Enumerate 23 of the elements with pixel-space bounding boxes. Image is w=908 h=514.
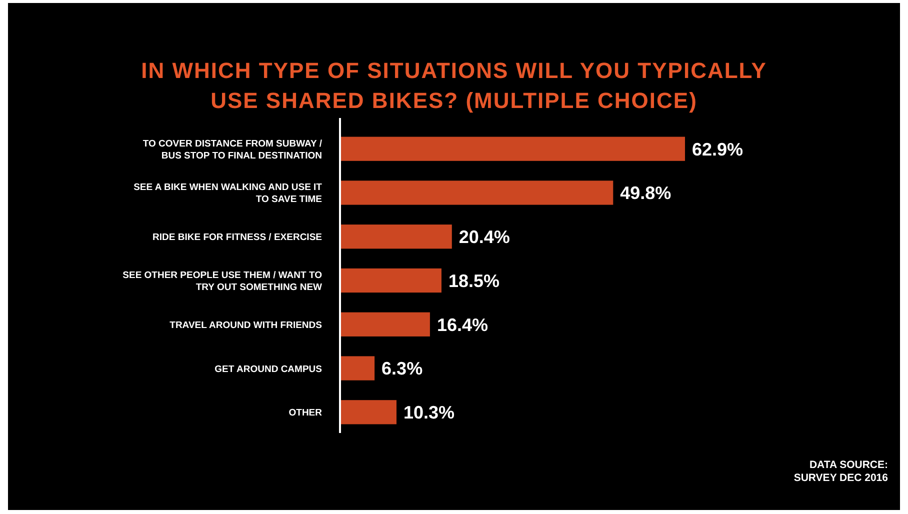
y-tick-label: GET AROUND CAMPUS [214,364,322,375]
data-label: 6.3% [382,358,423,379]
data-label: 16.4% [436,314,488,335]
bar [340,268,442,293]
bar [340,136,685,161]
y-tick-label: OTHER [288,408,322,419]
bar [340,312,430,336]
chart-title: IN WHICH TYPE OF SITUATIONS WILL YOU TYPICALLY USE SHARED BIKES? (MULTIPLE CHOICE) [141,58,767,113]
source-note: DATA SOURCE: SURVEY DEC 2016 [794,459,888,484]
y-tick-label: SEE OTHER PEOPLE USE THEM / WANT TO TRY OUT SOMETHING NEW [122,270,322,293]
data-label: 20.4% [458,227,510,248]
y-tick-label: TO COVER DISTANCE FROM SUBWAY / BUS STOP TO FINAL DESTINATION [142,138,322,162]
y-tick-label: TRAVEL AROUND WITH FRIENDS [170,320,322,331]
data-label: 10.3% [403,402,455,423]
bar [340,224,452,249]
data-label: 18.5% [448,270,500,291]
bar [340,180,614,205]
y-tick-label: SEE A BIKE WHEN WALKING AND USE IT TO SAVE TIME [134,182,322,206]
bar [340,400,396,424]
data-label: 49.8% [620,183,672,204]
data-label: 62.9% [692,139,744,160]
y-tick-label: RIDE BIKE FOR FITNESS / EXERCISE [152,232,322,244]
bar [340,356,375,380]
